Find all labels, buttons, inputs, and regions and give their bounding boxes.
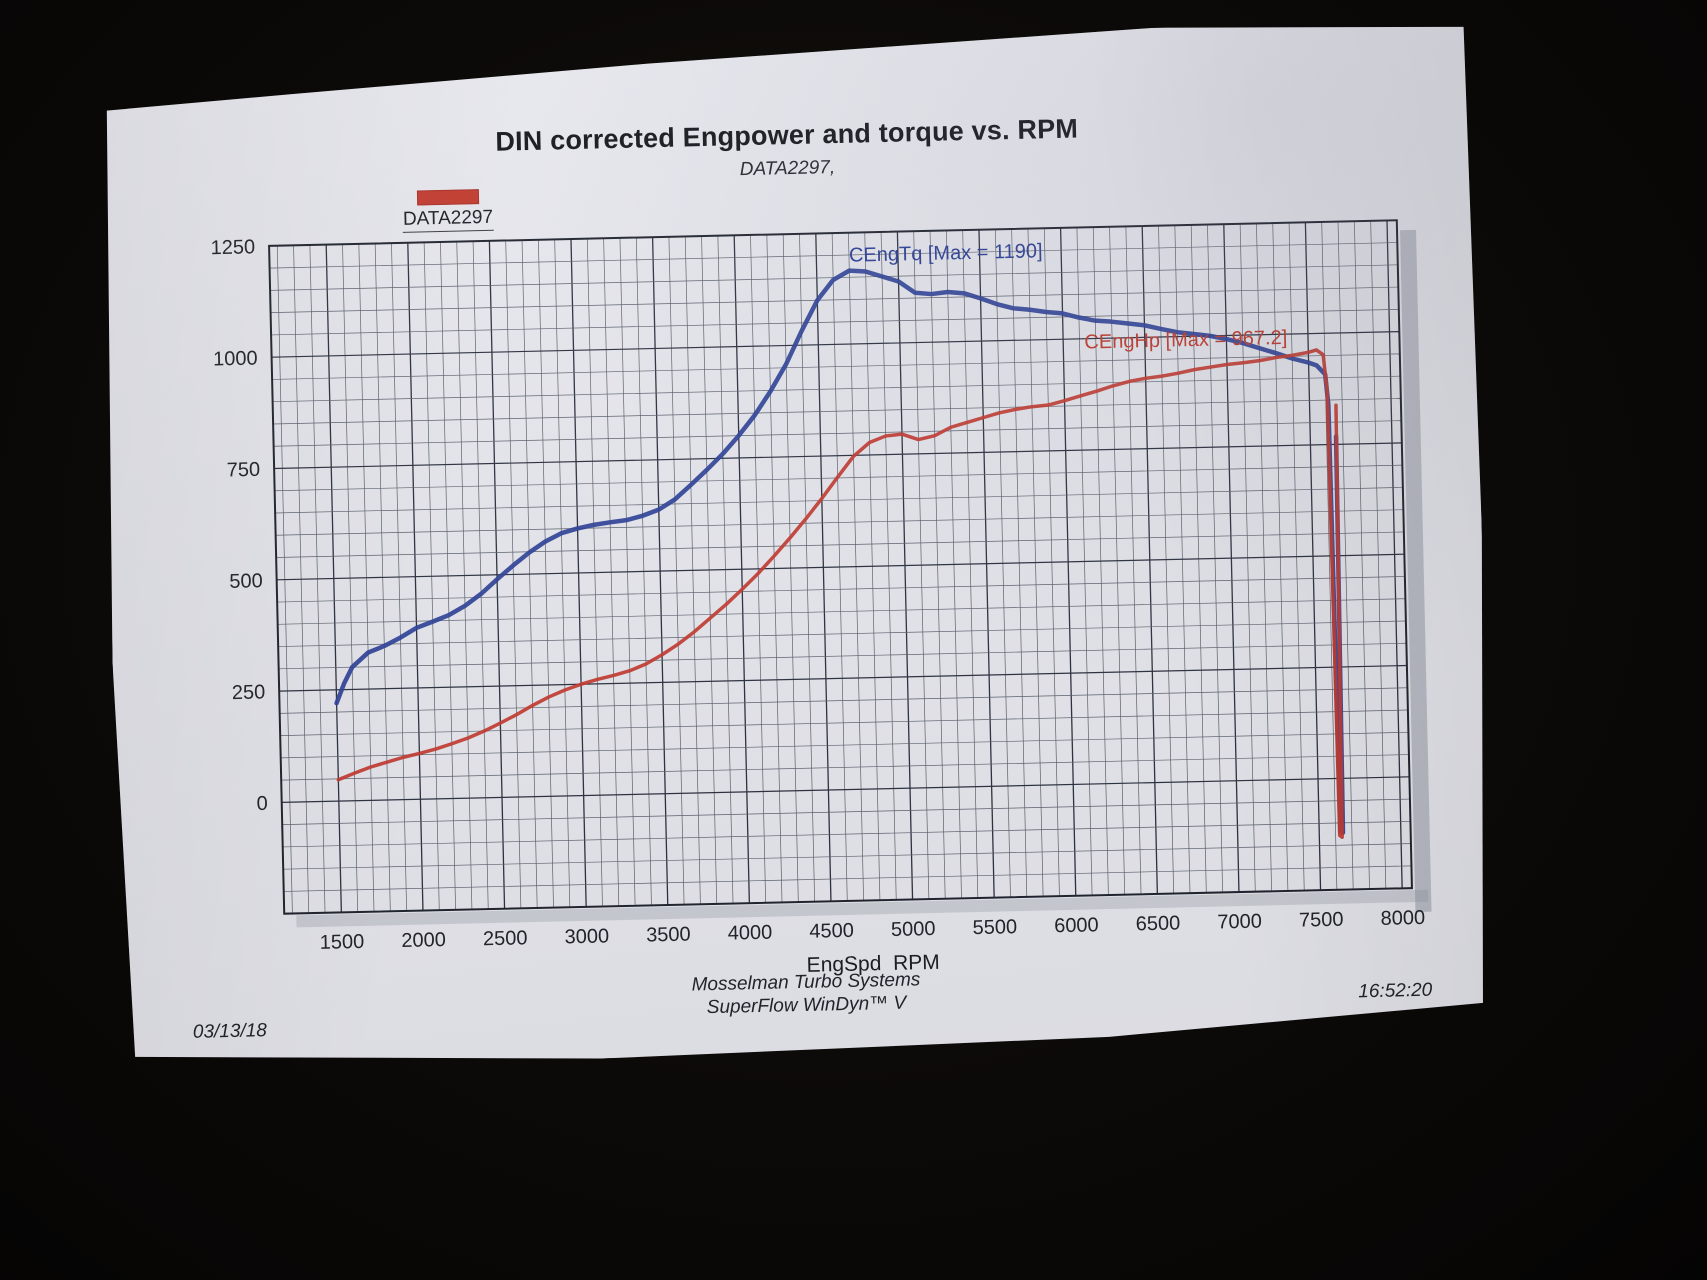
- grid-line-horizontal: [283, 821, 1411, 847]
- x-tick-label: 4000: [728, 922, 773, 945]
- y-tick-label: 1000: [213, 348, 258, 371]
- x-tick-label: 6000: [1054, 914, 1099, 937]
- x-tick-label: 3500: [646, 923, 691, 946]
- print-time: 16:52:20: [1358, 979, 1433, 1003]
- grid-line-horizontal: [273, 398, 1401, 424]
- dyno-chart: 1500 2000 2500 3000 3500 4000 4500 5000 5500 6000…: [168, 172, 1446, 1000]
- x-tick-label: 8000: [1380, 907, 1425, 930]
- x-tick-label: 3000: [564, 925, 609, 948]
- grid-line-horizontal: [277, 554, 1405, 580]
- grid-line-horizontal: [279, 643, 1407, 669]
- grid-line-horizontal: [282, 777, 1410, 803]
- grid-line-horizontal: [276, 532, 1404, 558]
- series-curve-CEngTq: [327, 260, 1345, 856]
- series-curve-CEngHp: [329, 350, 1346, 860]
- x-tick-label: 2500: [483, 927, 528, 950]
- grid-line-horizontal: [276, 510, 1404, 536]
- x-tick-label: 7500: [1299, 909, 1344, 932]
- grid-line-horizontal: [277, 576, 1405, 602]
- plot-shadow-bottom: [296, 890, 1428, 928]
- x-tick-label: 5000: [891, 918, 936, 941]
- y-tick-label: 750: [227, 459, 261, 482]
- x-tick-label: 5500: [972, 916, 1017, 939]
- grid-line-horizontal: [282, 799, 1410, 825]
- grid-line-horizontal: [271, 287, 1399, 313]
- y-tick-label: 0: [256, 793, 268, 815]
- paper-sheet: DIN corrected Engpower and torque vs. RP…: [99, 21, 1494, 1070]
- grid-line-horizontal: [274, 421, 1402, 447]
- print-date: 03/13/18: [192, 1020, 268, 1043]
- grid-line-horizontal: [281, 755, 1409, 781]
- x-tick-label: 2000: [401, 929, 446, 952]
- y-tick-label: 250: [232, 681, 266, 704]
- grid-line-horizontal: [274, 443, 1402, 469]
- grid-line-horizontal: [278, 621, 1406, 647]
- plot-shadow-right: [1400, 230, 1431, 912]
- annotation-CEngTq: CEngTq [Max = 1190]: [849, 240, 1043, 266]
- x-tick-label: 6500: [1136, 912, 1181, 935]
- y-tick-label: 500: [229, 570, 263, 593]
- grid-line-horizontal: [283, 844, 1411, 870]
- plot-border: [269, 220, 1412, 913]
- grid-line-horizontal: [272, 354, 1400, 380]
- grid-line-horizontal: [278, 599, 1406, 625]
- grid-line-horizontal: [280, 710, 1408, 736]
- grid-line-horizontal: [281, 732, 1409, 758]
- grid-line-horizontal: [280, 688, 1408, 714]
- annotation-CEngHp: CEngHp [Max = 967.2]: [1084, 327, 1287, 354]
- grid-line-horizontal: [273, 376, 1401, 402]
- grid-line-horizontal: [284, 866, 1412, 892]
- grid-line-horizontal: [270, 243, 1398, 269]
- grid-line-horizontal: [275, 487, 1403, 513]
- grid-line-horizontal: [271, 309, 1399, 335]
- y-tick-label: 1250: [210, 236, 255, 259]
- grid-line-horizontal: [279, 666, 1407, 692]
- x-tick-label: 1500: [320, 931, 365, 954]
- x-tick-label: 7000: [1217, 911, 1262, 934]
- x-axis-label: EngSpd RPM: [806, 951, 940, 977]
- x-tick-label: 4500: [809, 920, 854, 943]
